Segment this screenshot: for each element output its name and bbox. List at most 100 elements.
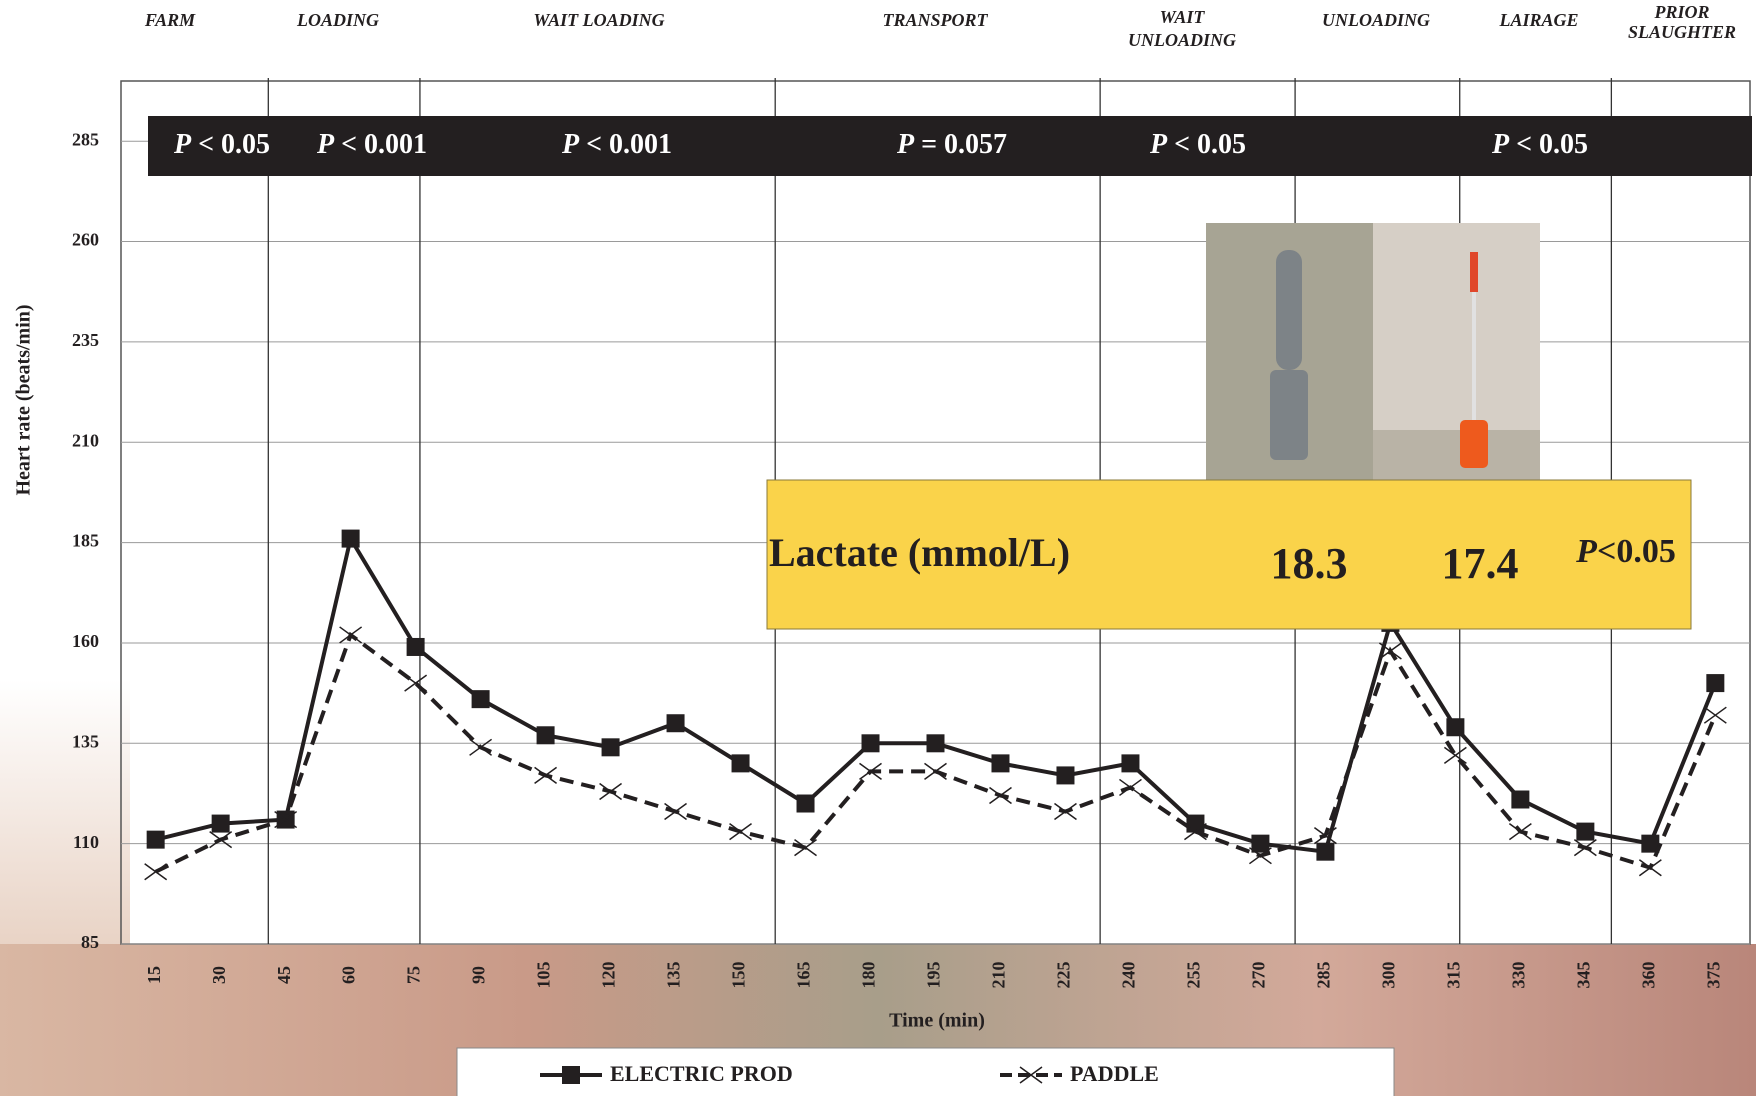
lactate-p-value: P<0.05	[1575, 533, 1676, 570]
phase-label: PRIOR	[1653, 2, 1709, 22]
phase-label: SLAUGHTER	[1628, 22, 1736, 42]
x-tick-label: 90	[469, 966, 489, 984]
marker	[1641, 834, 1660, 853]
x-tick-label: 45	[274, 966, 294, 984]
x-tick-label: 120	[599, 962, 619, 989]
marker	[1446, 718, 1465, 737]
legend-marker	[562, 1066, 580, 1084]
marker	[341, 529, 360, 548]
x-tick-label: 165	[794, 962, 814, 989]
legend-marker	[1019, 1066, 1043, 1084]
marker	[861, 734, 880, 753]
x-tick-label: 135	[664, 962, 684, 989]
marker	[274, 810, 298, 829]
marker	[1316, 842, 1335, 861]
phase-label: WAIT	[1160, 7, 1206, 27]
p-value: P < 0.001	[316, 129, 427, 160]
phase-label: TRANSPORT	[882, 10, 988, 30]
y-tick-label: 85	[81, 932, 99, 952]
marker	[339, 626, 363, 644]
phase-label: UNLOADING	[1322, 10, 1430, 30]
marker	[1576, 822, 1595, 841]
marker	[1119, 778, 1142, 797]
x-tick-label: 15	[144, 966, 164, 984]
marker	[406, 637, 425, 656]
legend-label: PADDLE	[1070, 1061, 1159, 1086]
marker	[601, 738, 620, 757]
x-tick-label: 150	[729, 962, 749, 989]
x-tick-label: 300	[1379, 962, 1399, 989]
marker	[1248, 847, 1272, 865]
y-tick-label: 260	[72, 230, 99, 250]
y-tick-label: 160	[72, 631, 99, 651]
marker	[794, 839, 817, 857]
y-tick-label: 110	[73, 832, 99, 852]
y-tick-label: 210	[72, 430, 99, 450]
phase-label: FARM	[144, 10, 196, 30]
x-tick-label: 60	[339, 966, 359, 984]
marker	[1706, 674, 1725, 693]
x-tick-label: 270	[1249, 962, 1269, 989]
p-value-bar	[148, 116, 1752, 176]
x-tick-label: 210	[989, 962, 1009, 989]
p-value: P < 0.001	[561, 129, 672, 160]
lactate-label: Lactate (mmol/L)	[769, 530, 1070, 575]
marker	[1186, 814, 1205, 833]
phase-label: LOADING	[296, 10, 379, 30]
legend-label: ELECTRIC PROD	[610, 1061, 793, 1086]
marker	[1184, 823, 1207, 841]
background-fade	[0, 680, 130, 950]
photos	[1206, 223, 1540, 481]
marker	[1378, 642, 1402, 660]
marker	[796, 794, 815, 813]
marker	[1443, 746, 1467, 764]
marker	[471, 690, 490, 709]
y-tick-label: 235	[72, 330, 99, 350]
marker	[731, 754, 750, 773]
marker	[1638, 859, 1662, 877]
y-tick-label: 185	[72, 531, 99, 551]
marker	[1703, 706, 1727, 724]
x-tick-label: 330	[1509, 962, 1529, 989]
marker	[469, 738, 493, 756]
marker	[211, 814, 230, 833]
marker	[859, 762, 882, 781]
y-tick-label: 135	[72, 731, 99, 751]
marker	[209, 831, 233, 849]
p-value: P < 0.05	[1491, 129, 1588, 160]
legend	[456, 1047, 1395, 1096]
phase-label: WAIT LOADING	[533, 10, 664, 30]
x-tick-label: 30	[209, 966, 229, 984]
marker	[991, 754, 1010, 773]
marker	[1511, 790, 1530, 809]
marker	[534, 766, 558, 785]
x-tick-label: 195	[924, 962, 944, 989]
y-axis-label: Heart rate (beats/min)	[13, 304, 35, 495]
marker	[1573, 839, 1597, 857]
marker	[146, 830, 165, 849]
marker	[989, 786, 1012, 805]
x-tick-label: 285	[1314, 962, 1334, 989]
lactate-box	[766, 479, 1692, 630]
marker	[924, 762, 947, 781]
x-tick-label: 345	[1573, 962, 1593, 989]
x-tick-label: 180	[859, 962, 879, 989]
marker	[664, 802, 687, 821]
marker	[1054, 802, 1077, 821]
lactate-value: 17.4	[1442, 539, 1519, 588]
marker	[1508, 823, 1532, 841]
marker	[666, 714, 685, 733]
marker	[926, 734, 945, 753]
lactate-value: 18.3	[1271, 539, 1348, 588]
p-value: P < 0.05	[173, 129, 270, 160]
phase-label: LAIRAGE	[1498, 10, 1578, 30]
x-tick-label: 315	[1444, 962, 1464, 989]
x-tick-label: 255	[1184, 962, 1204, 989]
marker	[729, 823, 752, 841]
phase-label: UNLOADING	[1128, 30, 1236, 50]
marker	[599, 782, 623, 801]
y-tick-label: 285	[72, 129, 99, 149]
marker	[404, 674, 428, 692]
